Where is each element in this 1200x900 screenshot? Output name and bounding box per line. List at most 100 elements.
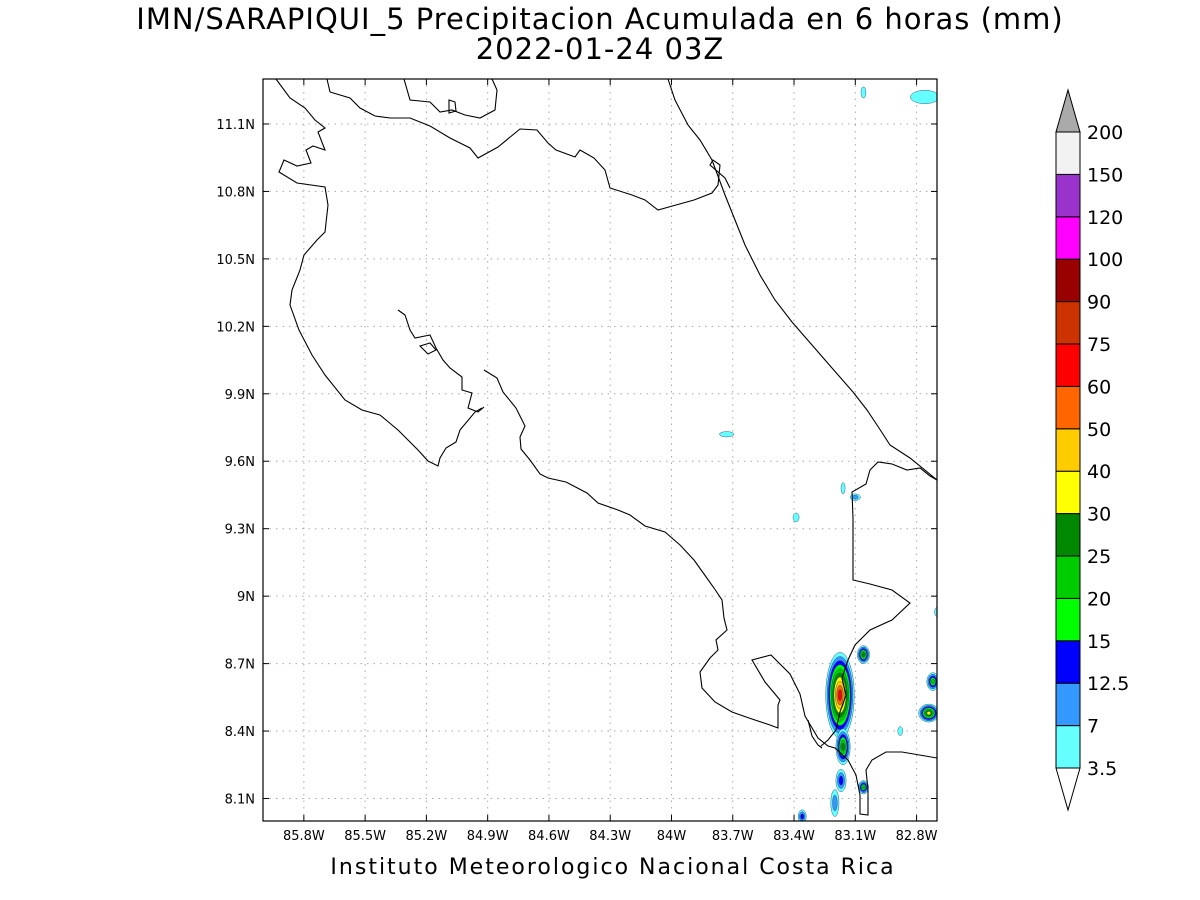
legend-swatch xyxy=(1055,513,1081,557)
legend-swatch xyxy=(1055,640,1081,684)
precip-contour-band xyxy=(840,482,846,495)
legend-swatch xyxy=(1055,555,1081,599)
legend-level-label: 3.5 xyxy=(1087,758,1117,780)
y-tick-label: 11.1N xyxy=(216,118,255,133)
nicaragua-lake-shore xyxy=(275,79,483,467)
x-tick-label: 85.8W xyxy=(283,829,325,844)
legend-swatch xyxy=(1055,682,1081,727)
lake-shore-north xyxy=(403,79,498,119)
y-tick-label: 8.7N xyxy=(225,658,255,673)
legend-swatch xyxy=(1055,301,1081,345)
precip-contour-band xyxy=(800,813,805,820)
precip-contour-band xyxy=(926,711,931,715)
map-frame xyxy=(262,78,938,822)
legend-swatch xyxy=(1055,173,1081,218)
y-tick-label: 9.9N xyxy=(225,388,255,403)
legend-level-label: 25 xyxy=(1087,546,1111,568)
precip-cell xyxy=(926,672,937,691)
precip-contour-band xyxy=(897,726,903,736)
precip-cell xyxy=(835,769,847,792)
legend-swatch xyxy=(1055,258,1081,303)
precip-contour-band xyxy=(832,794,838,812)
y-tick-label: 8.4N xyxy=(225,725,255,740)
x-tick-label: 85.5W xyxy=(344,829,386,844)
y-tick-label: 9.6N xyxy=(225,455,255,470)
legend-level-label: 7 xyxy=(1087,716,1099,738)
legend-swatch xyxy=(1055,343,1081,387)
x-tick-label: 83.1W xyxy=(834,829,876,844)
legend-level-label: 200 xyxy=(1087,122,1123,144)
nicoya-gulf-islet xyxy=(418,342,437,355)
x-tick-label: 82.8W xyxy=(896,829,938,844)
legend-level-label: 90 xyxy=(1087,292,1111,314)
legend-level-label: 15 xyxy=(1087,631,1111,653)
legend-swatch xyxy=(1055,597,1081,642)
y-tick-label: 8.1N xyxy=(225,793,255,808)
nicaragua-border-north xyxy=(326,79,731,211)
precip-cell xyxy=(840,482,846,495)
axis-ticks: 85.8W 85.5W 85.2W 84.9W 84.6W 84.3W 84W 83.7W 83… xyxy=(216,79,938,844)
legend-swatch xyxy=(1055,470,1081,515)
y-tick-label: 9.3N xyxy=(225,523,255,538)
y-tick-label: 10.8N xyxy=(216,185,255,200)
legend-colorbar: 3.5 7 12.5 15 20 25 30 40 50 60 75 90 100 120 150 200 xyxy=(1055,88,1129,812)
y-tick-label: 9N xyxy=(237,590,255,605)
precip-cell xyxy=(857,645,870,664)
legend-level-label: 60 xyxy=(1087,376,1111,398)
coastline-borders xyxy=(275,79,937,816)
precip-cell xyxy=(860,86,867,99)
precip-contour-band xyxy=(910,90,937,104)
lake-island xyxy=(448,99,457,114)
legend-swatch xyxy=(1055,131,1081,175)
legend-swatch xyxy=(1055,428,1081,472)
legend-swatch xyxy=(1055,725,1081,769)
precip-cell xyxy=(897,726,903,736)
legend-level-label: 150 xyxy=(1087,164,1123,186)
caribbean-coast xyxy=(667,79,937,481)
institution-credit: Instituto Meteorologico Nacional Costa R… xyxy=(330,855,896,880)
y-tick-label: 10.5N xyxy=(216,253,255,268)
precip-cell xyxy=(918,703,937,723)
legend-level-label: 100 xyxy=(1087,249,1123,271)
map-gridlines xyxy=(263,79,937,821)
x-tick-label: 83.4W xyxy=(773,829,815,844)
precip-cell xyxy=(830,789,840,817)
map-title: IMN/SARAPIQUI_5 Precipitacion Acumulada … xyxy=(136,2,1064,36)
precip-contour-band xyxy=(861,785,865,790)
legend-swatch xyxy=(1055,385,1081,430)
precip-contour-band xyxy=(792,512,800,523)
legend-level-label: 20 xyxy=(1087,588,1111,610)
x-tick-label: 84.6W xyxy=(528,829,570,844)
burica-border xyxy=(807,719,823,749)
legend-under-arrow xyxy=(1055,767,1081,812)
precip-cell xyxy=(797,809,807,821)
precip-cell xyxy=(792,512,800,523)
x-tick-label: 85.2W xyxy=(405,829,447,844)
legend-level-label: 40 xyxy=(1087,461,1111,483)
x-tick-label: 84.3W xyxy=(589,829,631,844)
legend-over-arrow xyxy=(1055,88,1081,133)
x-tick-label: 83.7W xyxy=(712,829,754,844)
legend-level-label: 30 xyxy=(1087,504,1111,526)
precip-contour-band xyxy=(860,86,867,99)
precipitation-contours xyxy=(719,86,937,821)
precip-contour-band xyxy=(931,679,935,685)
legend-level-label: 120 xyxy=(1087,207,1123,229)
x-tick-label: 84.9W xyxy=(467,829,509,844)
nicoya-gulf-coast xyxy=(397,309,485,413)
x-tick-label: 84W xyxy=(657,829,687,844)
map-valid-time: 2022-01-24 03Z xyxy=(475,32,725,66)
panama-border xyxy=(820,461,937,747)
precip-contour-band xyxy=(719,431,734,438)
precip-cell xyxy=(910,90,937,104)
legend-level-label: 50 xyxy=(1087,419,1111,441)
pacific-coast xyxy=(483,369,937,816)
legend-level-label: 12.5 xyxy=(1087,673,1129,695)
precip-contour-band xyxy=(841,742,845,751)
precip-contour-band xyxy=(838,775,844,786)
legend-level-label: 75 xyxy=(1087,334,1111,356)
precip-cell xyxy=(835,728,851,765)
legend-swatch xyxy=(1055,216,1081,260)
